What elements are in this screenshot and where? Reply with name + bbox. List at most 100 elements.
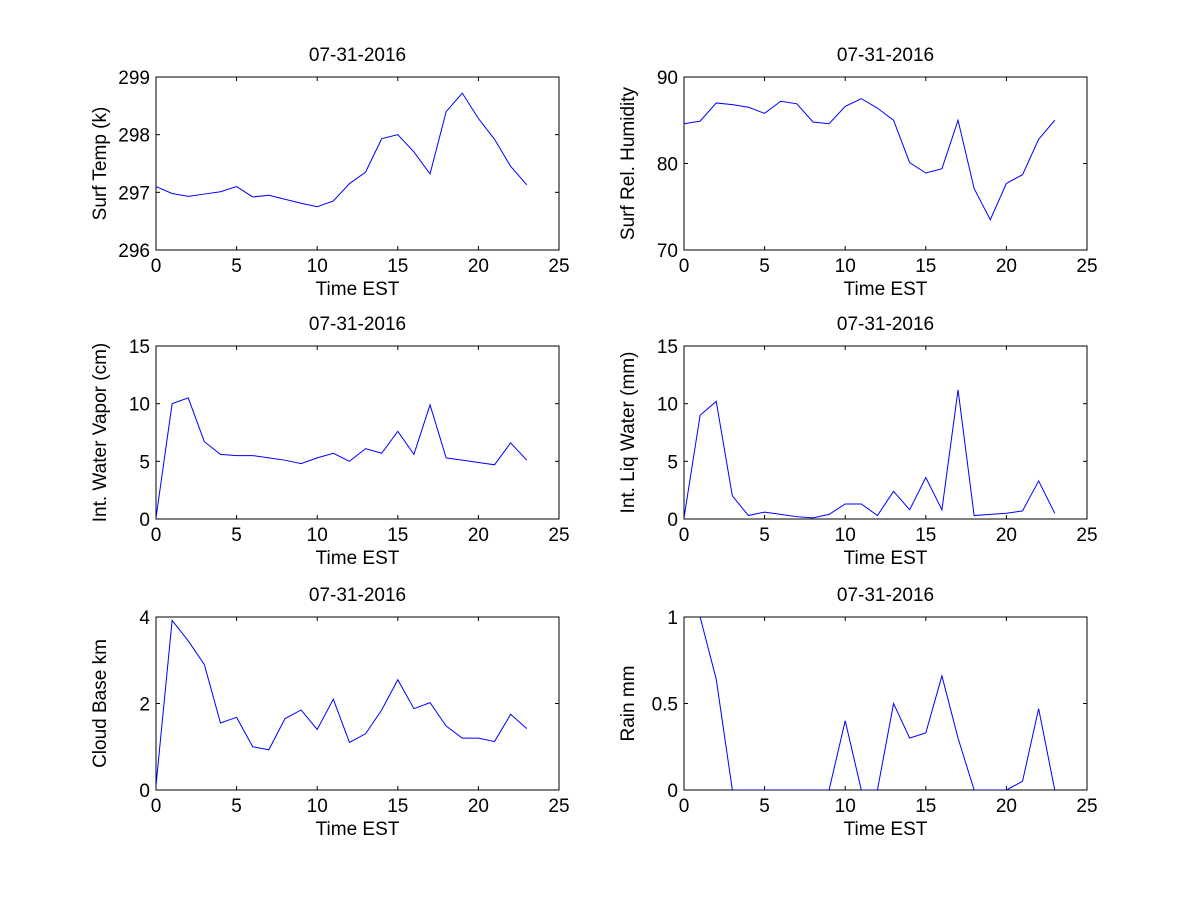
data-point bbox=[172, 403, 173, 404]
x-tick-label: 0 bbox=[679, 796, 690, 817]
data-point bbox=[716, 401, 717, 402]
x-tick-label: 10 bbox=[835, 525, 856, 546]
data-point bbox=[909, 509, 910, 510]
data-point bbox=[494, 741, 495, 742]
data-point bbox=[732, 790, 733, 791]
chart-title: 07-31-2016 bbox=[309, 314, 406, 335]
axes-frame bbox=[683, 345, 1088, 520]
data-point bbox=[365, 448, 366, 449]
data-point bbox=[974, 188, 975, 189]
x-tick-label: 0 bbox=[151, 525, 162, 546]
data-point bbox=[748, 107, 749, 108]
data-point bbox=[413, 708, 414, 709]
x-tick-label: 0 bbox=[679, 256, 690, 277]
axes-frame bbox=[155, 76, 560, 251]
data-point bbox=[349, 183, 350, 184]
data-point bbox=[764, 790, 765, 791]
y-axis-label: Surf Rel. Humidity bbox=[618, 86, 639, 240]
y-tick-label: 299 bbox=[118, 68, 150, 89]
series-line bbox=[684, 389, 1056, 519]
y-axis-label: Int. Water Vapor (cm) bbox=[90, 343, 111, 522]
x-tick-label: 25 bbox=[1076, 256, 1097, 277]
data-point bbox=[333, 699, 334, 700]
data-point bbox=[204, 194, 205, 195]
data-point bbox=[188, 640, 189, 641]
data-point bbox=[1054, 513, 1055, 514]
data-point bbox=[684, 517, 685, 518]
data-point bbox=[478, 738, 479, 739]
data-point bbox=[812, 121, 813, 122]
y-tick-label: 1 bbox=[667, 608, 678, 629]
data-point bbox=[333, 200, 334, 201]
data-point bbox=[1006, 183, 1007, 184]
data-point bbox=[732, 495, 733, 496]
data-point bbox=[990, 514, 991, 515]
data-point bbox=[877, 515, 878, 516]
y-tick-label: 0 bbox=[139, 510, 150, 531]
data-point bbox=[716, 679, 717, 680]
x-tick-label: 20 bbox=[468, 256, 489, 277]
data-point bbox=[748, 515, 749, 516]
data-point bbox=[172, 193, 173, 194]
data-point bbox=[510, 166, 511, 167]
chart-title: 07-31-2016 bbox=[309, 45, 406, 66]
subplot-1: 0 5 10 15 20 25 296 297 298 299 07-31-2016 Time EST… bbox=[90, 45, 570, 300]
data-point bbox=[877, 108, 878, 109]
data-point bbox=[268, 457, 269, 458]
data-point bbox=[958, 120, 959, 121]
data-point bbox=[1022, 781, 1023, 782]
data-point bbox=[381, 453, 382, 454]
x-tick-label: 10 bbox=[835, 256, 856, 277]
x-tick-label: 0 bbox=[151, 256, 162, 277]
data-point bbox=[381, 138, 382, 139]
data-point bbox=[430, 173, 431, 174]
data-point bbox=[156, 186, 157, 187]
data-point bbox=[252, 196, 253, 197]
y-tick-label: 296 bbox=[118, 241, 150, 262]
data-point bbox=[397, 134, 398, 135]
data-point bbox=[845, 504, 846, 505]
data-point bbox=[204, 664, 205, 665]
data-point bbox=[349, 461, 350, 462]
x-tick-label: 0 bbox=[679, 525, 690, 546]
data-point bbox=[156, 517, 157, 518]
data-point bbox=[446, 725, 447, 726]
data-point bbox=[861, 790, 862, 791]
y-tick-label: 15 bbox=[657, 337, 678, 358]
data-point bbox=[236, 186, 237, 187]
data-point bbox=[780, 514, 781, 515]
data-point bbox=[1054, 790, 1055, 791]
chart-title: 07-31-2016 bbox=[837, 45, 934, 66]
subplot-4: 0 5 10 15 20 25 0 5 10 15 07-31-2016 Time EST Int. L… bbox=[618, 314, 1098, 569]
x-axis-label: Time EST bbox=[844, 548, 928, 569]
x-tick-label: 20 bbox=[996, 796, 1017, 817]
data-point bbox=[1022, 510, 1023, 511]
x-tick-label: 20 bbox=[468, 525, 489, 546]
data-point bbox=[446, 457, 447, 458]
data-point bbox=[462, 93, 463, 94]
data-point bbox=[925, 477, 926, 478]
data-point bbox=[812, 517, 813, 518]
data-point bbox=[1006, 513, 1007, 514]
data-point bbox=[829, 514, 830, 515]
data-point bbox=[220, 454, 221, 455]
x-tick-label: 25 bbox=[1076, 525, 1097, 546]
data-point bbox=[526, 184, 527, 185]
data-point bbox=[413, 454, 414, 455]
data-point bbox=[349, 742, 350, 743]
x-axis-label: Time EST bbox=[316, 548, 400, 569]
data-point bbox=[941, 675, 942, 676]
x-tick-label: 5 bbox=[759, 796, 770, 817]
data-point bbox=[812, 790, 813, 791]
x-tick-label: 5 bbox=[759, 256, 770, 277]
y-tick-label: 0 bbox=[667, 781, 678, 802]
data-point bbox=[700, 617, 701, 618]
data-point bbox=[845, 720, 846, 721]
data-point bbox=[188, 196, 189, 197]
data-point bbox=[397, 679, 398, 680]
data-point bbox=[284, 460, 285, 461]
x-tick-label: 5 bbox=[231, 525, 242, 546]
data-point bbox=[796, 103, 797, 104]
data-point bbox=[365, 733, 366, 734]
data-point bbox=[780, 790, 781, 791]
